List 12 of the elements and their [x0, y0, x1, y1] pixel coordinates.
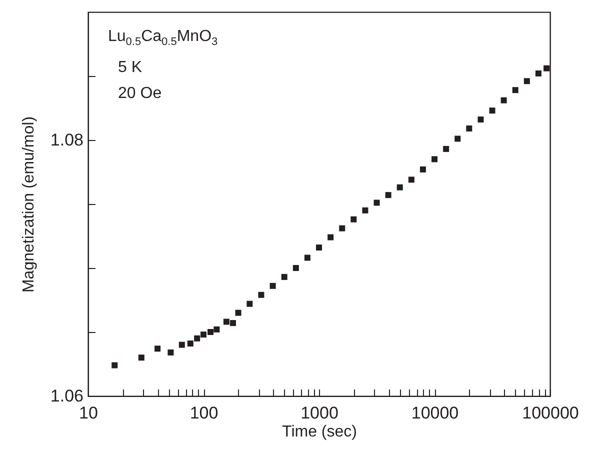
x-tick-label: 100000	[522, 404, 579, 422]
x-tick-label: 10	[79, 404, 98, 422]
annotation: Lu$_{0.5}$Ca$_{0.5}$MnO$_{3}$	[108, 27, 218, 50]
x-tick-label: 10000	[411, 404, 459, 422]
y-tick-label: 1.08	[50, 130, 84, 150]
y-tick-label: 1.06	[50, 386, 84, 406]
x-tick-label: 100	[190, 404, 218, 422]
annotation: 20 Oe	[117, 84, 163, 104]
annotation: 5 K	[117, 58, 144, 78]
x-tick-label: 1000	[300, 404, 338, 422]
x-axis-title: Time (sec)	[282, 424, 357, 440]
y-axis-title: Magnetization (emu/mol)	[20, 116, 38, 293]
